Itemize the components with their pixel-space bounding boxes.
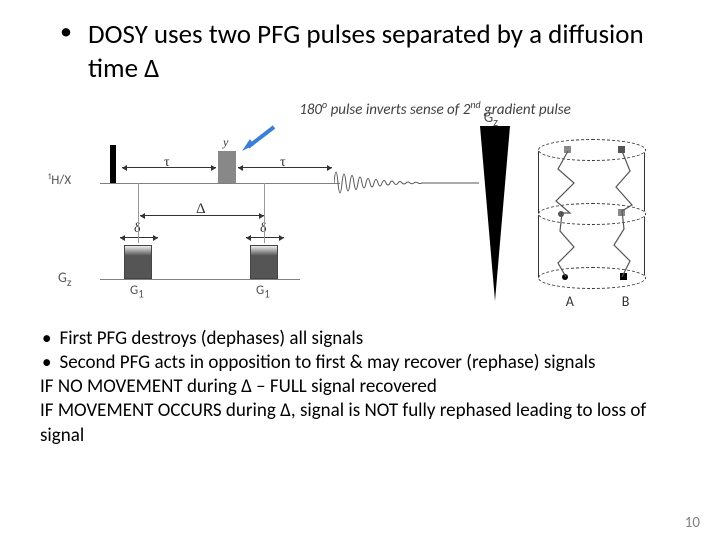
main-bullet-text: DOSY uses two PFG pulses separated by a … xyxy=(88,18,680,86)
sub-l1: First PFG destroys (dephases) all signal… xyxy=(59,327,363,351)
sub-l2: Second PFG acts in opposition to first &… xyxy=(59,351,595,375)
page-number: 10 xyxy=(685,514,700,532)
main-bullet: • DOSY uses two PFG pulses separated by … xyxy=(40,18,680,86)
a-label: A xyxy=(566,293,574,310)
rf-baseline xyxy=(100,183,340,184)
tau2-label: τ xyxy=(280,155,286,171)
sub-bullets: •First PFG destroys (dephases) all signa… xyxy=(40,327,680,449)
sub-l4: IF MOVEMENT OCCURS during Δ, signal is N… xyxy=(40,399,680,448)
g1b-label: G1 xyxy=(256,283,270,301)
pulse-180 xyxy=(218,151,236,183)
gz-label: Gz xyxy=(58,269,71,290)
bullet-dot: • xyxy=(60,18,72,47)
gradient-baseline xyxy=(100,279,300,280)
delta2-arrow xyxy=(246,237,284,238)
gradient-pulse-1 xyxy=(124,245,152,279)
b-label: B xyxy=(622,293,630,310)
zigzag-a xyxy=(552,151,582,281)
hx-label: ¹H/X xyxy=(48,173,71,188)
blue-arrow-icon xyxy=(240,123,280,153)
pulse-90 xyxy=(110,145,116,183)
vline-2 xyxy=(264,183,265,243)
tau1-label: τ xyxy=(164,155,170,171)
gradient-tube-diagram: Gz A B xyxy=(480,121,680,321)
delta1-arrow xyxy=(120,237,158,238)
zigzag-b xyxy=(610,151,640,281)
g1a-label: G1 xyxy=(130,283,144,301)
fid-signal xyxy=(334,153,479,213)
diagram-row: ¹H/X Gz y τ τ G1 G1 δ δ Δ xyxy=(40,121,680,321)
pulse-annotation: 180o pulse inverts sense of 2nd gradient… xyxy=(190,98,680,119)
pulse-sequence-diagram: ¹H/X Gz y τ τ G1 G1 δ δ Δ xyxy=(40,121,460,321)
gradient-wedge-icon xyxy=(480,126,514,304)
big-delta-label: Δ xyxy=(196,201,206,218)
gradient-pulse-2 xyxy=(250,245,278,279)
vline-1 xyxy=(138,183,139,243)
y-label: y xyxy=(223,135,228,150)
sub-l3: IF NO MOVEMENT during Δ – FULL signal re… xyxy=(40,375,680,399)
gz2-label: Gz xyxy=(484,109,498,130)
